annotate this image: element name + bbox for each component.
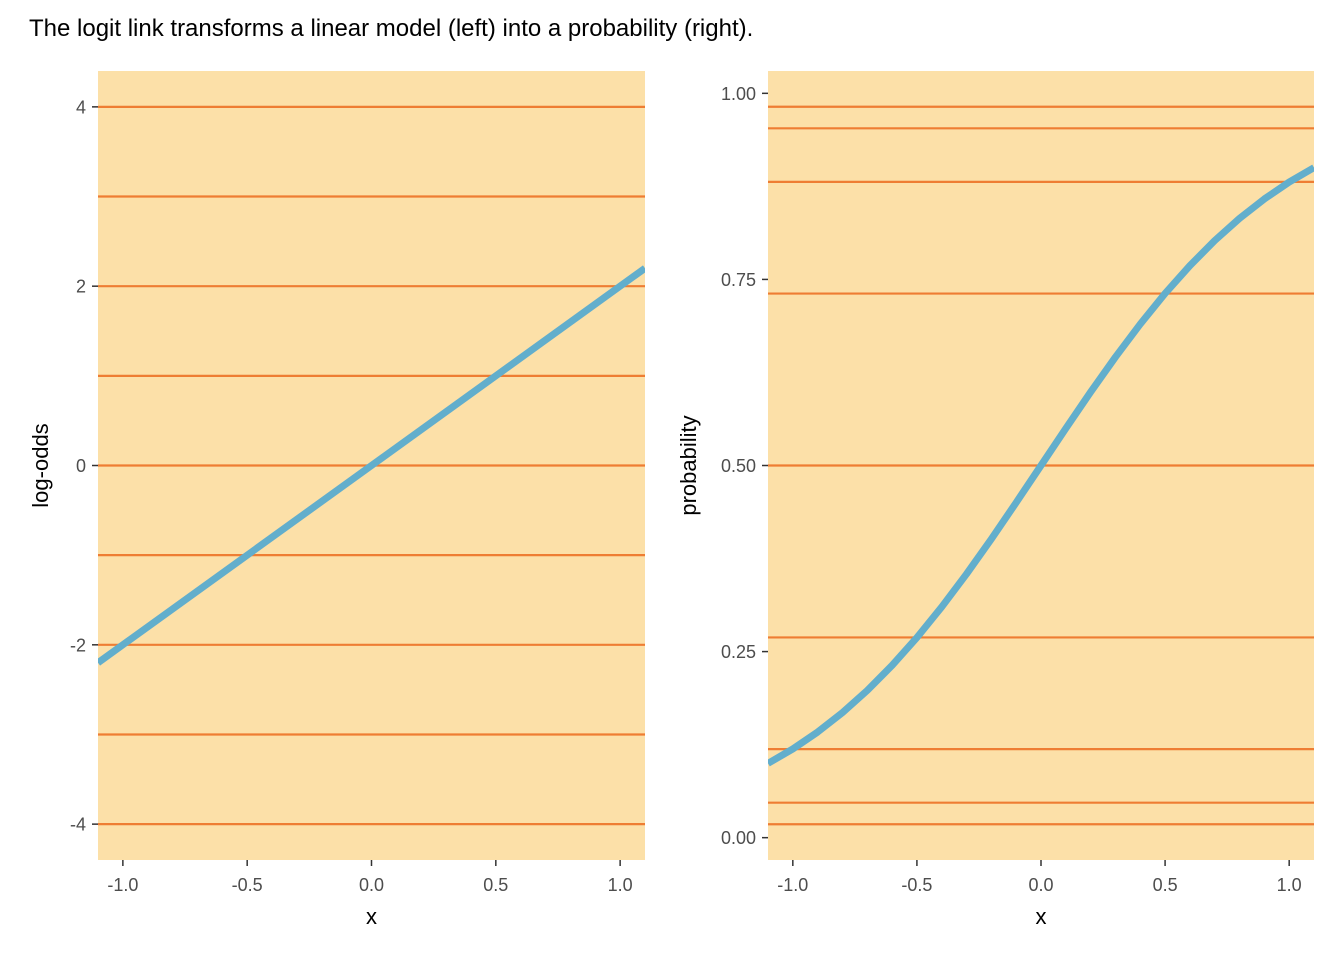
x-tick-label: -1.0 [107, 875, 138, 895]
x-axis-title: x [1036, 904, 1047, 929]
series-line [98, 265, 645, 666]
y-axis-title: probability [676, 415, 701, 515]
y-tick-label: 2 [76, 277, 86, 297]
x-tick-label: -0.5 [901, 875, 932, 895]
y-tick-label: 0.75 [721, 270, 756, 290]
y-tick-label: 4 [76, 97, 86, 117]
y-tick-label: 0.00 [721, 828, 756, 848]
y-axis-title: log-odds [28, 423, 53, 507]
x-tick-label: 0.5 [1153, 875, 1178, 895]
x-tick-label: 1.0 [608, 875, 633, 895]
x-tick-label: 0.0 [1028, 875, 1053, 895]
x-tick-label: 0.5 [483, 875, 508, 895]
right-panel-probability: -1.0 -0.5 0.0 0.5 1.0 0.00 0.25 0.50 0.75 1.00 x pr… [676, 71, 1314, 929]
y-tick-label: 0 [76, 456, 86, 476]
left-panel-log-odds: -1.0 -0.5 0.0 0.5 1.0 -4 -2 0 2 4 x log-odds [28, 71, 645, 929]
series-line [768, 164, 1314, 767]
y-tick-label: 0.25 [721, 642, 756, 662]
x-tick-label: -0.5 [232, 875, 263, 895]
y-tick-label: -2 [70, 635, 86, 655]
x-tick-label: -1.0 [777, 875, 808, 895]
x-tick-label: 1.0 [1277, 875, 1302, 895]
x-tick-label: 0.0 [359, 875, 384, 895]
y-tick-label: -4 [70, 815, 86, 835]
y-tick-label: 0.50 [721, 456, 756, 476]
x-axis-title: x [366, 904, 377, 929]
chart-title: The logit link transforms a linear model… [29, 15, 753, 42]
y-tick-label: 1.00 [721, 84, 756, 104]
